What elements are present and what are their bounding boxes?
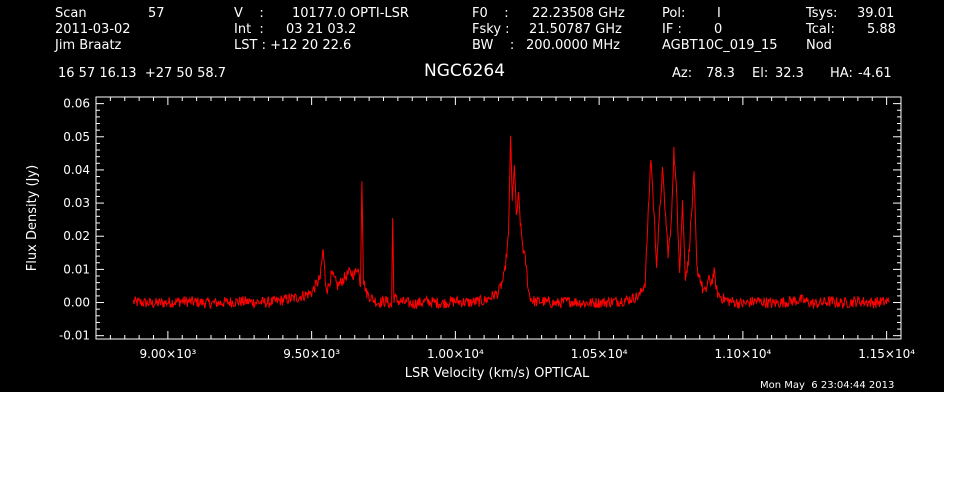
project-id: AGBT10C_019_15 (662, 38, 778, 53)
int-label: Int : (234, 22, 264, 37)
tcal-value: 5.88 (867, 22, 896, 37)
x-tick-label: 1.10×10⁴ (714, 347, 771, 361)
scan-value: 57 (148, 6, 165, 21)
pol-value: I (717, 6, 721, 21)
date: 2011-03-02 (55, 22, 131, 37)
x-tick-label: 9.50×10³ (283, 347, 340, 361)
y-tick-label: 0.05 (63, 130, 90, 144)
x-axis-ticks: 9.00×10³ 9.50×10³ 1.00×10⁴ 1.05×10⁴ 1.10×10⁴… (95, 97, 915, 361)
scan-label: Scan (55, 6, 87, 21)
tcal-label: Tcal: (806, 22, 835, 37)
pol-label: Pol: (662, 6, 686, 21)
spectrum-chart: 9.00×10³ 9.50×10³ 1.00×10⁴ 1.05×10⁴ 1.10×10⁴… (25, 96, 915, 381)
y-tick-label: 0.06 (63, 97, 90, 111)
fsky-label: Fsky : (472, 22, 510, 37)
y-tick-label: 0.04 (63, 163, 90, 177)
ha-label: HA: (830, 66, 853, 81)
velocity-value: 10177.0 OPTI-LSR (292, 6, 409, 21)
ha-value: -4.61 (858, 66, 892, 81)
x-axis-label: LSR Velocity (km/s) OPTICAL (405, 366, 590, 381)
az-label: Az: (672, 66, 693, 81)
observer: Jim Braatz (55, 38, 122, 53)
x-tick-label: 1.15×10⁴ (858, 347, 915, 361)
tsys-value: 39.01 (857, 6, 895, 21)
el-value: 32.3 (775, 66, 804, 81)
x-tick-label: 1.05×10⁴ (571, 347, 628, 361)
if-label: IF : (662, 22, 682, 37)
int-value: 03 21 03.2 (286, 22, 357, 37)
tsys-label: Tsys: (806, 6, 838, 21)
spectrum-trace (132, 135, 890, 310)
f0-value: 22.23508 GHz (532, 6, 625, 21)
bw-label: BW : (472, 38, 515, 53)
bw-value: 200.0000 MHz (526, 38, 620, 53)
proc-name: Nod (806, 38, 832, 53)
if-value: 0 (714, 22, 723, 37)
source-name: NGC6264 (424, 61, 506, 81)
az-value: 78.3 (706, 66, 735, 81)
y-tick-label: 0.01 (63, 262, 90, 276)
f0-label: F0 : (472, 6, 509, 21)
y-tick-label: -0.01 (59, 329, 90, 343)
velocity-label: V : (234, 6, 264, 21)
x-tick-label: 1.00×10⁴ (427, 347, 484, 361)
y-tick-label: 0.02 (63, 229, 90, 243)
timestamp: Mon May 6 23:04:44 2013 (760, 380, 895, 391)
y-tick-label: 0.00 (63, 296, 90, 310)
lst-label: LST : +12 20 22.6 (234, 38, 352, 53)
y-tick-label: 0.03 (63, 196, 90, 210)
fsky-value: 21.50787 GHz (529, 22, 622, 37)
el-label: El: (752, 66, 769, 81)
coordinates: 16 57 16.13 +27 50 58.7 (58, 66, 227, 81)
y-axis-label: Flux Density (Jy) (25, 165, 40, 271)
plot-panel: Scan 57 V : 10177.0 OPTI-LSR F0 : 22.235… (0, 0, 944, 392)
x-tick-label: 9.00×10³ (139, 347, 196, 361)
y-axis-ticks: -0.01 0.00 0.01 0.02 0.03 0.04 0.05 0.06 (59, 96, 901, 343)
